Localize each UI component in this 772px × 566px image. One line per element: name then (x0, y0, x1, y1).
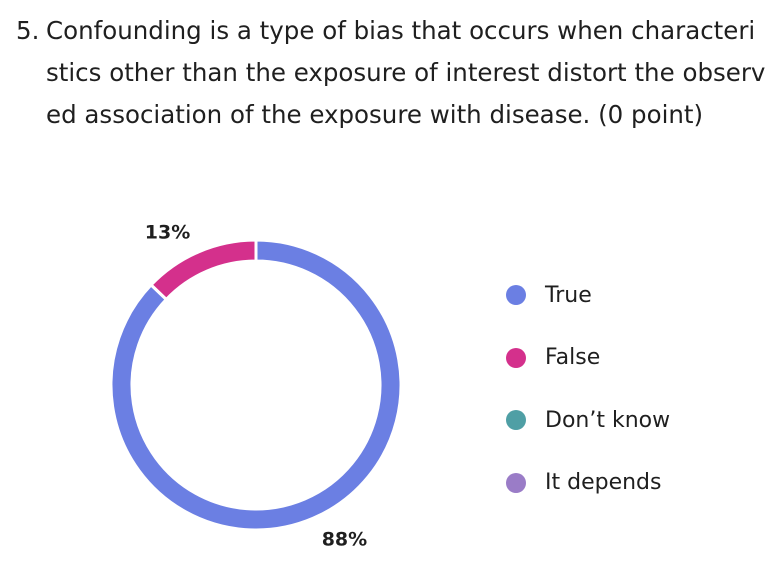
legend-item: False (506, 338, 670, 378)
legend-dot-icon (506, 347, 526, 368)
legend-label: It depends (545, 470, 662, 495)
legend-dot-icon (506, 285, 526, 305)
legend-dot-icon (506, 472, 526, 493)
legend-item: True (506, 275, 670, 315)
question: 5. Confounding is a type of bias that oc… (16, 10, 766, 136)
legend-item: It depends (506, 463, 670, 503)
donut-slice-false (148, 238, 258, 302)
legend-label: True (545, 282, 592, 308)
legend-dot-icon (506, 410, 526, 430)
donut-slice-true (109, 238, 403, 532)
question-text: Confounding is a type of bias that occur… (46, 16, 766, 129)
legend-label: Don’t know (545, 407, 671, 433)
data-label-false: 13% (145, 221, 190, 243)
chart-legend: True False Don’t know It depends (506, 275, 670, 525)
question-number: 5. (16, 16, 40, 45)
data-label-true: 88% (322, 529, 367, 551)
legend-label: False (545, 345, 601, 370)
legend-item: Don’t know (506, 400, 670, 440)
